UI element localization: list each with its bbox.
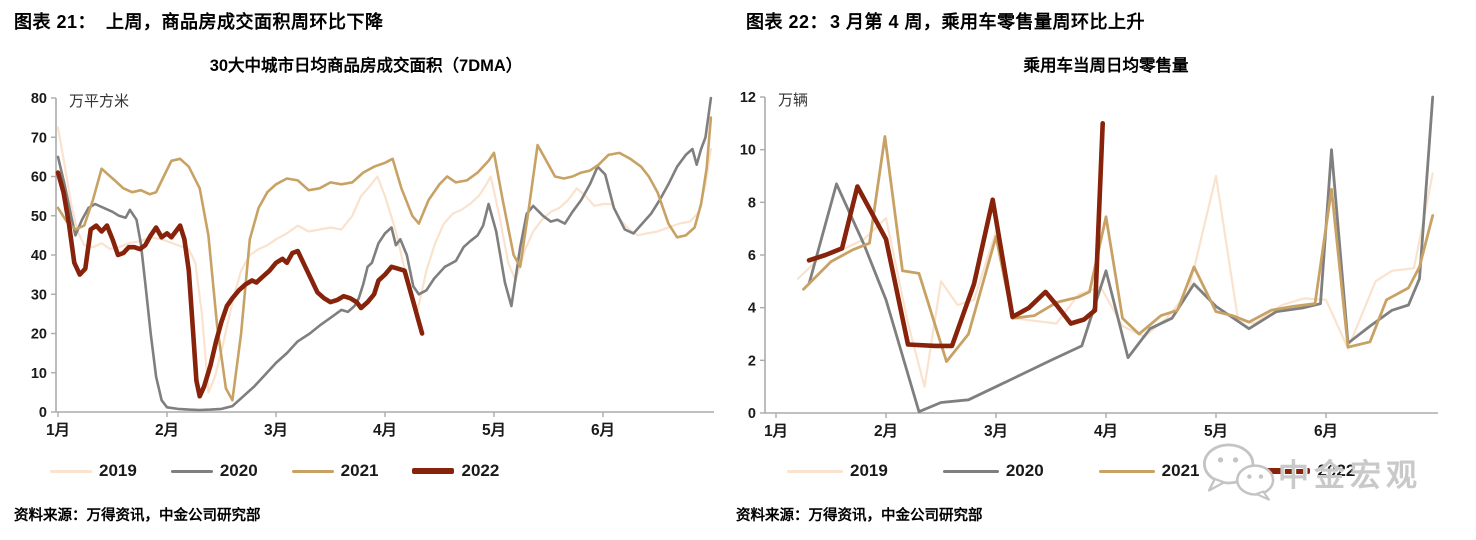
legend-item-2020: 2020 <box>170 461 258 481</box>
x-tick-label: 4月 <box>373 421 397 439</box>
legend-label-2021: 2021 <box>340 461 379 480</box>
y-tick-label: 2 <box>748 353 756 369</box>
series-line-2021 <box>56 116 713 402</box>
chart-22-source: 资料来源：万得资讯，中金公司研究部 <box>736 508 983 524</box>
y-tick-label: 6 <box>748 248 756 264</box>
legend-item-2022: 2022 <box>1254 461 1355 481</box>
legend-label-2021: 2021 <box>1161 461 1200 480</box>
y-tick-label: 50 <box>31 209 47 225</box>
x-tick-label: 4月 <box>1094 422 1118 440</box>
series-line-2020 <box>807 95 1435 414</box>
legend-swatch-2021 <box>1098 469 1155 473</box>
legend-item-2021: 2021 <box>1098 461 1200 481</box>
legend-swatch-2019 <box>787 469 843 473</box>
legend-label-2020: 2020 <box>219 461 258 480</box>
y-tick-label: 20 <box>31 327 47 343</box>
legend-label-2019: 2019 <box>99 461 137 480</box>
figure-21-heading: 图表 21： 上周，商品房成交面积周环比下降 <box>14 8 384 34</box>
watermark: 中金宏观 <box>1200 442 1422 502</box>
chart-22-legend: 2019 2020 2021 2022 <box>787 461 1355 481</box>
y-tick-label: 4 <box>748 301 756 317</box>
x-tick-label: 6月 <box>1314 422 1338 440</box>
y-axis-unit-label: 万平方米 <box>69 93 129 110</box>
y-tick-label: 10 <box>740 143 756 159</box>
legend-swatch-2020 <box>170 469 213 473</box>
x-tick-label: 1月 <box>764 422 788 440</box>
chart-22-canvas: 0 2 4 6 8 10 12 1月 2月 3月 4月 5月 6月 万辆 <box>740 90 1438 440</box>
series-line-2022 <box>55 170 425 399</box>
wechat-icon <box>1203 443 1275 501</box>
legend-item-2021: 2021 <box>291 461 379 481</box>
legend-label-2022: 2022 <box>461 461 500 480</box>
series-line-2021 <box>802 135 1435 364</box>
chart-21-source: 资料来源：万得资讯，中金公司研究部 <box>14 508 261 524</box>
figure-22-title: 3 月第 4 周，乘用车零售量周环比上升 <box>830 12 1146 32</box>
legend-swatch-2022 <box>412 468 455 474</box>
figure-22-panel: 图表 22： 3 月第 4 周，乘用车零售量周环比上升 乘用车当周日均零售量 0 2… <box>736 0 1476 540</box>
x-tick-label: 2月 <box>155 421 179 439</box>
legend-item-2022: 2022 <box>412 461 499 481</box>
legend-swatch-2020 <box>942 469 999 473</box>
figure-21-panel: 图表 21： 上周，商品房成交面积周环比下降 30大中城市日均商品房成交面积（7D… <box>0 0 732 540</box>
legend-swatch-2019 <box>50 469 92 473</box>
y-tick-label: 12 <box>740 90 756 106</box>
y-tick-label: 8 <box>748 195 756 211</box>
y-tick-label: 0 <box>39 405 47 421</box>
x-tick-label: 5月 <box>1204 422 1228 440</box>
chart-21-canvas: 0 10 20 30 40 50 60 70 80 1月 2月 3月 4月 5月 6月 万平方米 <box>31 91 714 439</box>
legend-item-2020: 2020 <box>942 461 1044 481</box>
figure-21-label: 图表 21： <box>14 12 97 32</box>
x-tick-label: 1月 <box>46 421 70 439</box>
legend-swatch-2022 <box>1254 468 1311 474</box>
y-axis-unit-label: 万辆 <box>778 92 808 109</box>
series-line-2022 <box>806 120 1106 349</box>
x-tick-label: 6月 <box>591 421 615 439</box>
y-tick-label: 10 <box>31 366 47 382</box>
figure-22-label: 图表 22： <box>746 12 829 32</box>
y-tick-label: 60 <box>31 170 47 186</box>
legend-swatch-2021 <box>291 469 334 473</box>
chart-22-subtitle: 乘用车当周日均零售量 <box>1023 57 1189 75</box>
legend-label-2022: 2022 <box>1317 461 1356 480</box>
y-tick-label: 30 <box>31 287 47 303</box>
y-tick-label: 0 <box>748 406 756 422</box>
y-tick-label: 70 <box>31 130 47 146</box>
series-line-2020 <box>56 96 713 412</box>
x-tick-label: 3月 <box>984 422 1008 440</box>
legend-label-2019: 2019 <box>850 461 888 480</box>
x-tick-label: 3月 <box>264 421 288 439</box>
y-tick-label: 80 <box>31 91 47 107</box>
legend-item-2019: 2019 <box>787 461 888 481</box>
x-tick-label: 2月 <box>874 422 898 440</box>
figure-21-title: 上周，商品房成交面积周环比下降 <box>106 12 384 32</box>
figure-22-heading: 图表 22： 3 月第 4 周，乘用车零售量周环比上升 <box>746 8 1145 34</box>
legend-label-2020: 2020 <box>1005 461 1044 480</box>
legend-item-2019: 2019 <box>50 461 137 481</box>
watermark-text: 中金宏观 <box>1278 457 1422 493</box>
chart-21-legend: 2019 2020 2021 2022 <box>50 461 499 481</box>
chart-21-subtitle: 30大中城市日均商品房成交面积（7DMA） <box>209 57 523 75</box>
series-line-2019 <box>56 126 713 394</box>
y-tick-label: 40 <box>31 248 47 264</box>
x-tick-label: 5月 <box>482 421 506 439</box>
